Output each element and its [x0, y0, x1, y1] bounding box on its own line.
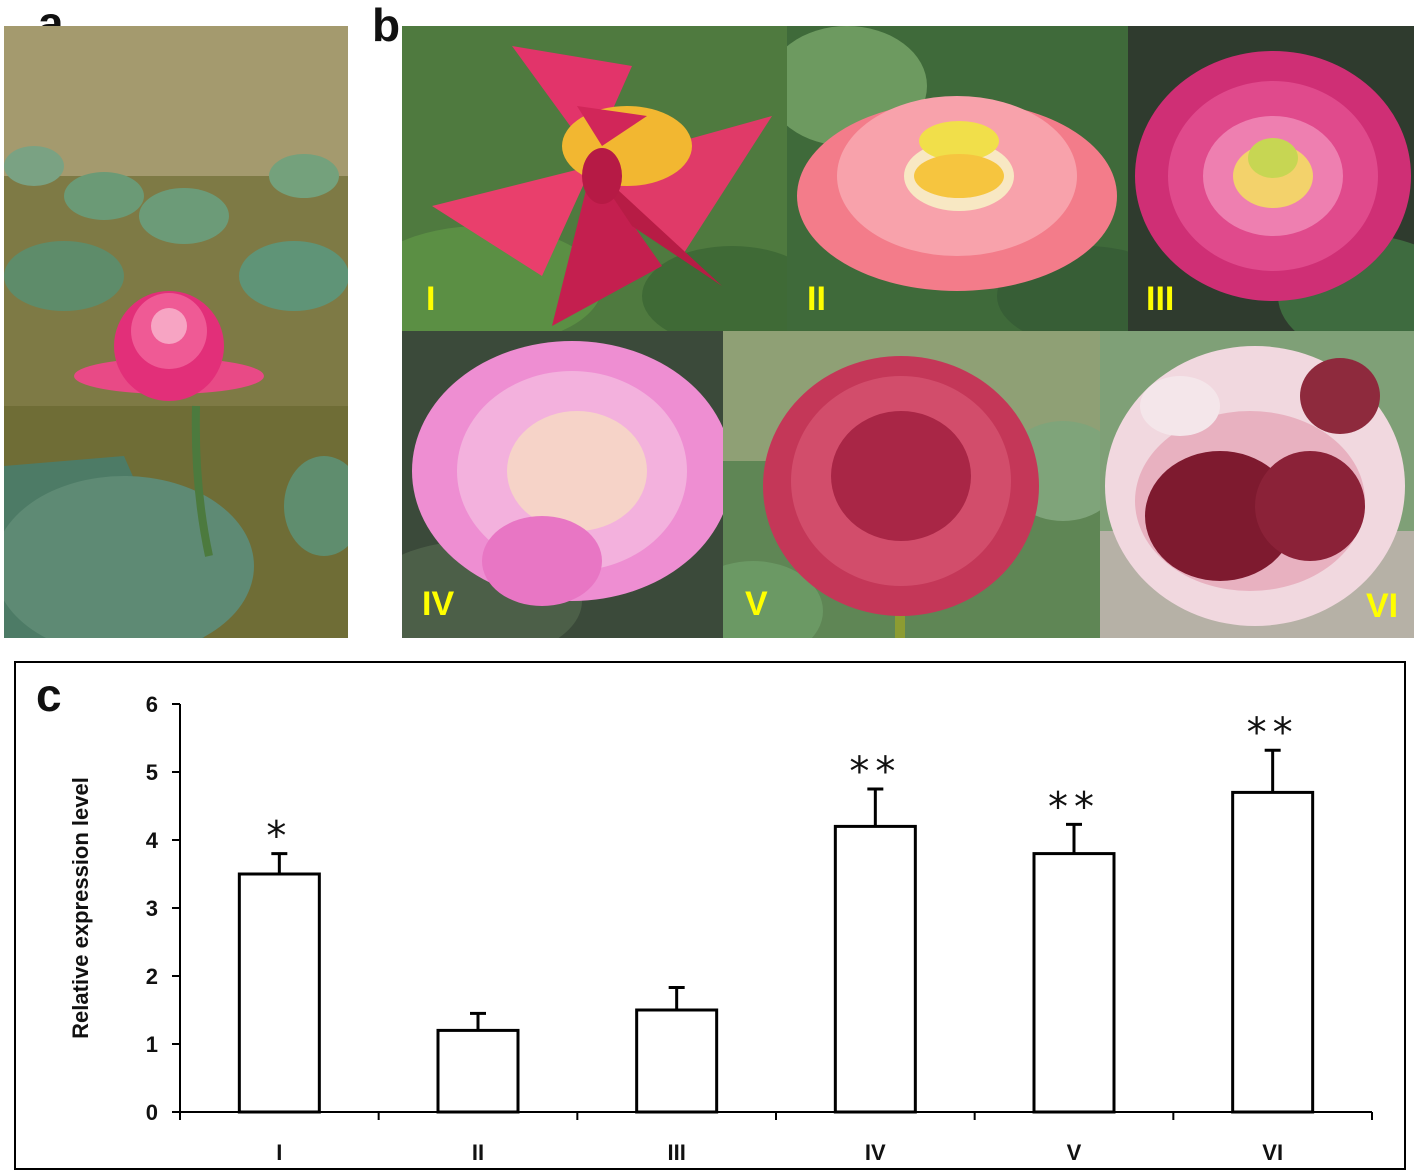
y-axis-label: Relative expression level	[68, 777, 93, 1039]
bar-IV	[833, 824, 917, 1114]
y-tick-label-6: 6	[146, 692, 158, 717]
chart-frame	[14, 661, 1406, 1170]
bar-II	[436, 1028, 520, 1114]
bar-VI	[1231, 790, 1315, 1114]
photo-label-4: IV	[422, 585, 455, 623]
panel-label-b: b	[372, 0, 401, 51]
x-tick-label-III: III	[667, 1140, 685, 1165]
photo-label-6: VI	[1366, 587, 1399, 625]
photo-cultivar-6: VI	[1100, 331, 1414, 638]
y-tick-label-0: 0	[146, 1100, 158, 1125]
y-tick-label-4: 4	[146, 828, 159, 853]
x-tick-label-IV: IV	[865, 1140, 886, 1165]
y-tick-label-3: 3	[146, 896, 158, 921]
photo-label-2: II	[807, 280, 826, 318]
y-tick-label-1: 1	[146, 1032, 158, 1057]
x-tick-label-VI: VI	[1262, 1140, 1283, 1165]
significance-I: *	[266, 814, 292, 860]
photo-cultivar-1: I	[402, 26, 787, 331]
photo-cultivar-3: III	[1128, 26, 1414, 331]
photo-label-1: I	[426, 280, 436, 318]
x-tick-label-I: I	[276, 1140, 282, 1165]
photo-cultivar-4: IV	[402, 331, 723, 638]
y-tick-label-5: 5	[146, 760, 158, 785]
significance-V: **	[1048, 784, 1100, 830]
bar-V	[1032, 852, 1116, 1114]
y-tick-label-2: 2	[146, 964, 158, 989]
x-tick-label-II: II	[472, 1140, 484, 1165]
photo-cultivar-2: II	[787, 26, 1128, 331]
photo-lotus-field	[4, 26, 348, 638]
photo-label-3: III	[1146, 280, 1175, 318]
panel-label-c: c	[36, 669, 62, 721]
x-tick-label-V: V	[1067, 1140, 1082, 1165]
photo-label-5: V	[745, 585, 768, 623]
bar-I	[237, 872, 321, 1114]
significance-IV: **	[849, 749, 901, 795]
photo-cultivar-5: V	[723, 331, 1100, 638]
bar-III	[635, 1008, 719, 1114]
significance-VI: **	[1247, 710, 1299, 756]
